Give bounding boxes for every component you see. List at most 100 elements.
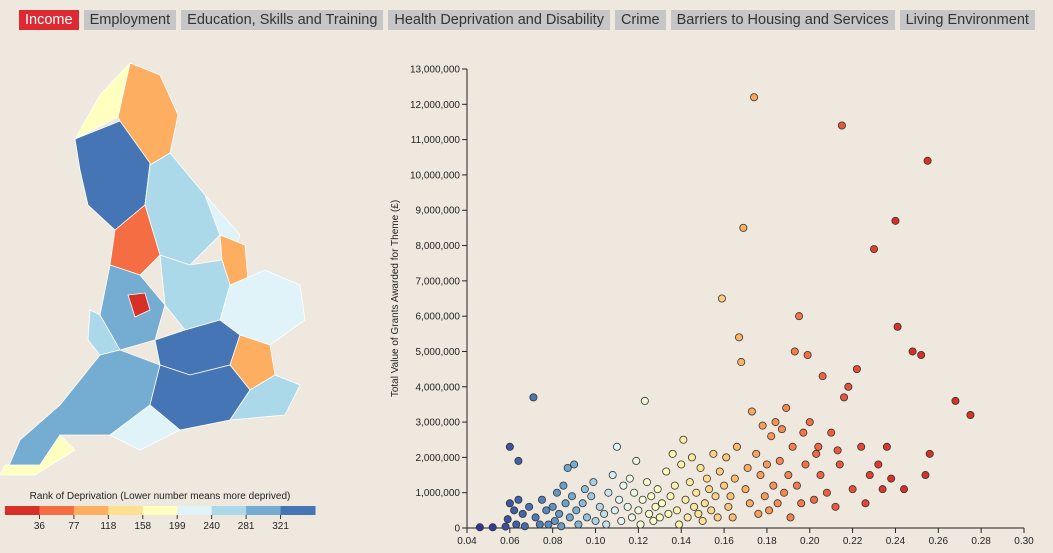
- scatter-point[interactable]: [561, 499, 570, 508]
- scatter-point[interactable]: [852, 365, 861, 374]
- scatter-point[interactable]: [675, 520, 684, 529]
- scatter-point[interactable]: [604, 488, 613, 497]
- scatter-point[interactable]: [831, 502, 840, 511]
- scatter-point[interactable]: [769, 481, 778, 490]
- scatter-point[interactable]: [638, 495, 647, 504]
- scatter-point[interactable]: [900, 485, 909, 494]
- scatter-point[interactable]: [767, 432, 776, 441]
- scatter-point[interactable]: [565, 513, 574, 522]
- scatter-point[interactable]: [760, 492, 769, 501]
- scatter-point[interactable]: [737, 358, 746, 367]
- scatter-point[interactable]: [627, 513, 636, 522]
- scatter-point[interactable]: [475, 523, 484, 532]
- map-region-birmingham[interactable]: [127, 292, 151, 318]
- scatter-point[interactable]: [582, 513, 591, 522]
- scatter-point[interactable]: [640, 396, 649, 405]
- scatter-point[interactable]: [518, 509, 527, 518]
- scatter-point[interactable]: [552, 488, 561, 497]
- scatter-point[interactable]: [801, 460, 810, 469]
- scatter-point[interactable]: [617, 516, 626, 525]
- scatter-point[interactable]: [589, 478, 598, 487]
- scatter-point[interactable]: [501, 522, 510, 531]
- scatter-point[interactable]: [503, 515, 512, 524]
- scatter-point[interactable]: [857, 442, 866, 451]
- scatter-point[interactable]: [567, 492, 576, 501]
- scatter-point[interactable]: [570, 460, 579, 469]
- scatter-point[interactable]: [672, 506, 681, 515]
- scatter-point[interactable]: [510, 506, 519, 515]
- scatter-point[interactable]: [827, 428, 836, 437]
- scatter-point[interactable]: [923, 156, 932, 165]
- scatter-point[interactable]: [711, 492, 720, 501]
- scatter-point[interactable]: [694, 509, 703, 518]
- scatter-point[interactable]: [951, 396, 960, 405]
- scatter-point[interactable]: [685, 478, 694, 487]
- scatter-point[interactable]: [696, 463, 705, 472]
- scatter-point[interactable]: [726, 492, 735, 501]
- scatter-point[interactable]: [548, 502, 557, 511]
- map-region-cornwall[interactable]: [0, 434, 76, 476]
- scatter-point[interactable]: [488, 523, 497, 532]
- map-region-east-midlands[interactable]: [159, 254, 231, 331]
- scatter-point[interactable]: [795, 312, 804, 321]
- scatter-point[interactable]: [810, 495, 819, 504]
- scatter-point[interactable]: [700, 499, 709, 508]
- scatter-point[interactable]: [735, 333, 744, 342]
- scatter-point[interactable]: [555, 509, 564, 518]
- scatter-point[interactable]: [578, 499, 587, 508]
- scatter-point[interactable]: [535, 520, 544, 529]
- scatter-point[interactable]: [844, 382, 853, 391]
- scatter-point[interactable]: [773, 499, 782, 508]
- scatter-point[interactable]: [655, 513, 664, 522]
- scatter-point[interactable]: [724, 502, 733, 511]
- scatter-point[interactable]: [741, 485, 750, 494]
- scatter-point[interactable]: [814, 442, 823, 451]
- scatter-point[interactable]: [732, 442, 741, 451]
- scatter-point[interactable]: [717, 294, 726, 303]
- scatter-point[interactable]: [505, 499, 514, 508]
- tab-health-deprivation-and-disability[interactable]: Health Deprivation and Disability: [388, 10, 610, 30]
- scatter-point[interactable]: [782, 403, 791, 412]
- tab-living-environment[interactable]: Living Environment: [899, 10, 1035, 30]
- scatter-point[interactable]: [921, 471, 930, 480]
- scatter-point[interactable]: [690, 502, 699, 511]
- scatter-point[interactable]: [559, 481, 568, 490]
- scatter-point[interactable]: [917, 350, 926, 359]
- scatter-point[interactable]: [557, 522, 566, 531]
- tab-income[interactable]: Income: [19, 10, 79, 30]
- scatter-point[interactable]: [544, 520, 553, 529]
- scatter-point[interactable]: [520, 522, 529, 531]
- scatter-point[interactable]: [649, 516, 658, 525]
- tab-education-skills-and-training[interactable]: Education, Skills and Training: [181, 10, 384, 30]
- scatter-point[interactable]: [595, 502, 604, 511]
- scatter-point[interactable]: [715, 467, 724, 476]
- scatter-point[interactable]: [818, 372, 827, 381]
- scatter-point[interactable]: [754, 509, 763, 518]
- scatter-point[interactable]: [550, 516, 559, 525]
- scatter-point[interactable]: [792, 481, 801, 490]
- scatter-point[interactable]: [739, 223, 748, 232]
- scatter-point[interactable]: [705, 485, 714, 494]
- map-region-dorset-hampshire[interactable]: [109, 404, 181, 451]
- scatter-point[interactable]: [803, 350, 812, 359]
- scatter-point[interactable]: [679, 435, 688, 444]
- scatter-point[interactable]: [799, 428, 808, 437]
- scatter-point[interactable]: [512, 520, 521, 529]
- scatter-point[interactable]: [666, 492, 675, 501]
- scatter-point[interactable]: [874, 460, 883, 469]
- scatter-point[interactable]: [848, 485, 857, 494]
- scatter-point[interactable]: [750, 93, 759, 102]
- scatter-point[interactable]: [632, 456, 641, 465]
- scatter-point[interactable]: [758, 421, 767, 430]
- scatter-point[interactable]: [647, 492, 656, 501]
- scatter-point[interactable]: [574, 520, 583, 529]
- scatter-point[interactable]: [702, 474, 711, 483]
- scatter-point[interactable]: [713, 513, 722, 522]
- scatter-point[interactable]: [786, 513, 795, 522]
- scatter-point[interactable]: [882, 442, 891, 451]
- scatter-point[interactable]: [602, 520, 611, 529]
- scatter-point[interactable]: [835, 460, 844, 469]
- scatter-point[interactable]: [542, 506, 551, 515]
- scatter-point[interactable]: [966, 411, 975, 420]
- scatter-point[interactable]: [775, 456, 784, 465]
